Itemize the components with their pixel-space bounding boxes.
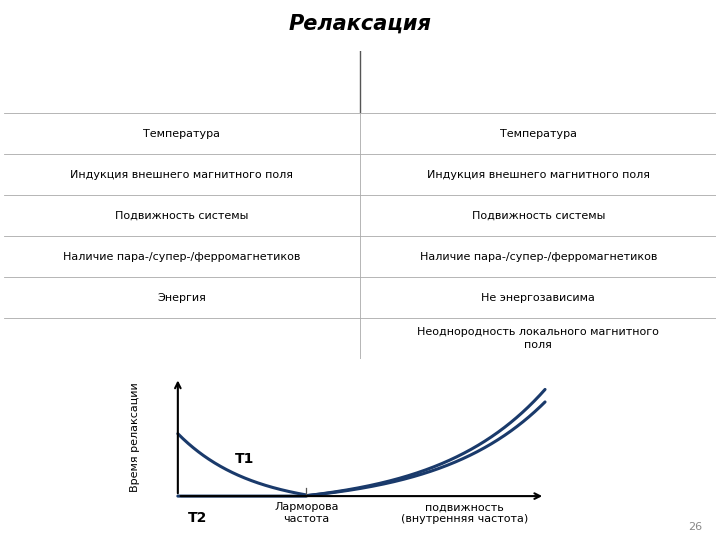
Text: Т1: Т1	[235, 451, 254, 465]
Text: Наличие пара-/супер-/ферромагнетиков: Наличие пара-/супер-/ферромагнетиков	[420, 252, 657, 262]
Text: Т1 -  релаксация
Спин-решетчатая: Т1 - релаксация Спин-решетчатая	[118, 68, 246, 97]
Text: Неоднородность локального магнитного
поля: Неоднородность локального магнитного пол…	[418, 327, 659, 350]
Text: Релаксация: Релаксация	[289, 14, 431, 33]
Text: Температура: Температура	[500, 129, 577, 139]
Text: Индукция внешнего магнитного поля: Индукция внешнего магнитного поля	[71, 170, 293, 180]
Text: Время релаксации: Время релаксации	[130, 382, 140, 492]
Text: 26: 26	[688, 522, 702, 532]
Text: Индукция внешнего магнитного поля: Индукция внешнего магнитного поля	[427, 170, 649, 180]
Text: Не энергозависима: Не энергозависима	[481, 293, 595, 303]
Text: Энергия: Энергия	[158, 293, 206, 303]
Text: Подвижность системы: Подвижность системы	[472, 211, 605, 221]
Text: Ларморова
частота: Ларморова частота	[274, 502, 338, 524]
Text: Наличие пара-/супер-/ферромагнетиков: Наличие пара-/супер-/ферромагнетиков	[63, 252, 300, 262]
Text: подвижность
(внутренняя частота): подвижность (внутренняя частота)	[400, 502, 528, 524]
Text: Т2-релаксация
Спин-спиновая: Т2-релаксация Спин-спиновая	[485, 68, 592, 97]
Text: Температура: Температура	[143, 129, 220, 139]
Text: Подвижность системы: Подвижность системы	[115, 211, 248, 221]
Text: Т2: Т2	[187, 511, 207, 525]
